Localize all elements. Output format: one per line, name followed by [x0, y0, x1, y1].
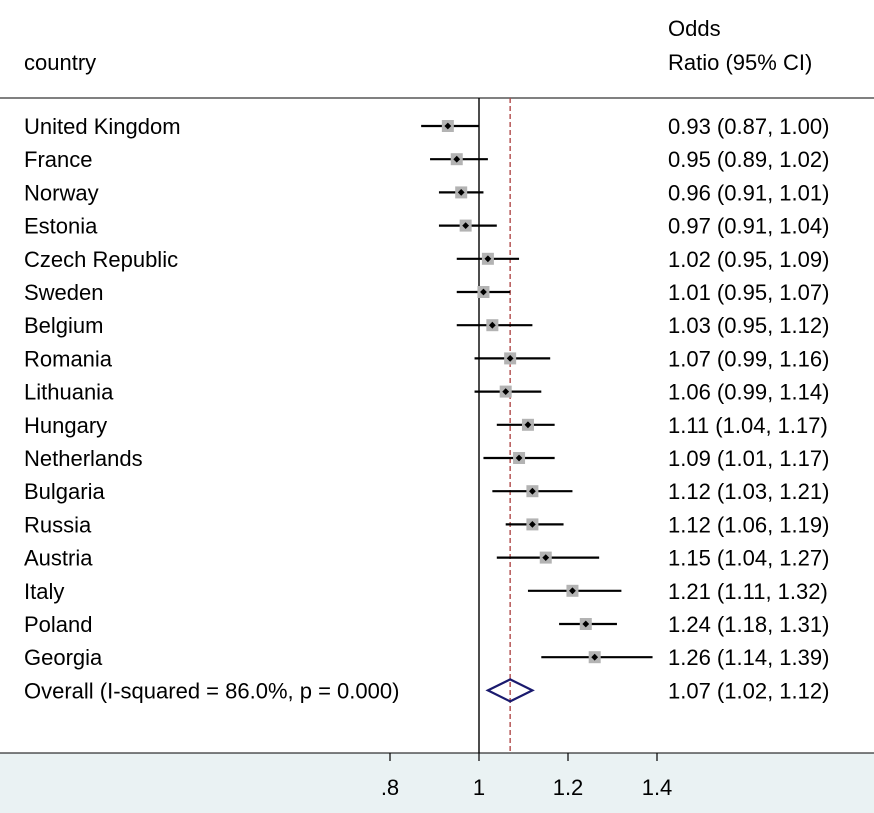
- overall-or-ci-label: 1.07 (1.02, 1.12): [668, 678, 829, 703]
- point-estimate: [529, 487, 536, 495]
- or-ci-label: 1.12 (1.06, 1.19): [668, 512, 829, 537]
- or-ci-label: 1.01 (0.95, 1.07): [668, 280, 829, 305]
- point-estimate: [462, 222, 470, 229]
- point-estimate: [529, 521, 536, 528]
- study-row: Austria 1.15 (1.04, 1.27): [24, 546, 829, 571]
- study-row: Belgium 1.03 (0.95, 1.12): [24, 313, 829, 338]
- country-label: Norway: [24, 180, 99, 205]
- study-row: United Kingdom 0.93 (0.87, 1.00): [24, 114, 829, 139]
- study-row: Georgia 1.26 (1.14, 1.39): [24, 645, 829, 670]
- study-row: Poland 1.24 (1.18, 1.31): [24, 612, 829, 637]
- axis-band: [0, 753, 874, 813]
- header-country: country: [24, 50, 96, 75]
- overall-label: Overall (I-squared = 86.0%, p = 0.000): [24, 678, 399, 703]
- country-label: Georgia: [24, 645, 103, 670]
- study-row: Sweden 1.01 (0.95, 1.07): [24, 280, 829, 305]
- or-ci-label: 1.09 (1.01, 1.17): [668, 446, 829, 471]
- country-label: Lithuania: [24, 380, 114, 405]
- or-ci-label: 1.02 (0.95, 1.09): [668, 247, 829, 272]
- country-label: France: [24, 147, 92, 172]
- or-ci-label: 0.93 (0.87, 1.00): [668, 114, 829, 139]
- point-estimate: [569, 587, 576, 595]
- x-tick-label: 1.2: [553, 775, 584, 800]
- country-label: Sweden: [24, 280, 104, 305]
- point-estimate: [582, 620, 590, 628]
- point-estimate: [484, 255, 492, 263]
- point-estimate: [502, 388, 510, 395]
- study-row: Lithuania 1.06 (0.99, 1.14): [24, 380, 829, 405]
- study-row: Norway 0.96 (0.91, 1.01): [24, 180, 829, 205]
- point-estimate: [591, 653, 599, 661]
- country-label: United Kingdom: [24, 114, 181, 139]
- study-row: Russia 1.12 (1.06, 1.19): [24, 512, 829, 537]
- x-tick-label: .8: [381, 775, 399, 800]
- study-row: Netherlands 1.09 (1.01, 1.17): [24, 446, 829, 471]
- study-row: Estonia 0.97 (0.91, 1.04): [24, 214, 829, 239]
- point-estimate: [453, 155, 461, 163]
- or-ci-label: 1.03 (0.95, 1.12): [668, 313, 829, 338]
- x-tick-label: 1.4: [642, 775, 673, 800]
- study-row: France 0.95 (0.89, 1.02): [24, 147, 829, 172]
- country-label: Russia: [24, 512, 92, 537]
- point-estimate: [480, 288, 487, 296]
- or-ci-label: 1.26 (1.14, 1.39): [668, 645, 829, 670]
- study-rows: United Kingdom 0.93 (0.87, 1.00) France 0.9…: [24, 114, 829, 670]
- point-estimate: [488, 321, 496, 329]
- or-ci-label: 1.06 (0.99, 1.14): [668, 380, 829, 405]
- x-axis-ticks: .8 1 1.2 1.4: [381, 753, 672, 800]
- country-label: Poland: [24, 612, 93, 637]
- x-tick-label: 1: [473, 775, 485, 800]
- study-row: Hungary 1.11 (1.04, 1.17): [24, 413, 828, 438]
- country-label: Hungary: [24, 413, 107, 438]
- country-label: Austria: [24, 546, 93, 571]
- point-estimate: [515, 454, 523, 462]
- or-ci-label: 1.07 (0.99, 1.16): [668, 346, 829, 371]
- or-ci-label: 1.15 (1.04, 1.27): [668, 546, 829, 571]
- point-estimate: [542, 554, 550, 561]
- country-label: Belgium: [24, 313, 103, 338]
- country-label: Bulgaria: [24, 479, 105, 504]
- header-odds: Odds: [668, 16, 721, 41]
- overall-row: Overall (I-squared = 86.0%, p = 0.000) 1.…: [24, 678, 829, 703]
- or-ci-label: 1.12 (1.03, 1.21): [668, 479, 829, 504]
- study-row: Italy 1.21 (1.11, 1.32): [24, 579, 828, 604]
- or-ci-label: 1.21 (1.11, 1.32): [668, 579, 828, 604]
- country-label: Estonia: [24, 214, 98, 239]
- point-estimate: [506, 355, 514, 362]
- country-label: Czech Republic: [24, 247, 178, 272]
- or-ci-label: 1.24 (1.18, 1.31): [668, 612, 829, 637]
- header-ratio-ci: Ratio (95% CI): [668, 50, 812, 75]
- country-label: Netherlands: [24, 446, 143, 471]
- point-estimate: [524, 421, 532, 429]
- study-row: Czech Republic 1.02 (0.95, 1.09): [24, 247, 829, 272]
- overall-diamond: [485, 678, 535, 703]
- or-ci-label: 1.11 (1.04, 1.17): [668, 413, 828, 438]
- or-ci-label: 0.97 (0.91, 1.04): [668, 214, 829, 239]
- country-label: Romania: [24, 346, 113, 371]
- study-row: Bulgaria 1.12 (1.03, 1.21): [24, 479, 829, 504]
- point-estimate: [457, 189, 465, 196]
- point-estimate: [444, 122, 452, 130]
- or-ci-label: 0.96 (0.91, 1.01): [668, 180, 829, 205]
- study-row: Romania 1.07 (0.99, 1.16): [24, 346, 829, 371]
- country-label: Italy: [24, 579, 64, 604]
- or-ci-label: 0.95 (0.89, 1.02): [668, 147, 829, 172]
